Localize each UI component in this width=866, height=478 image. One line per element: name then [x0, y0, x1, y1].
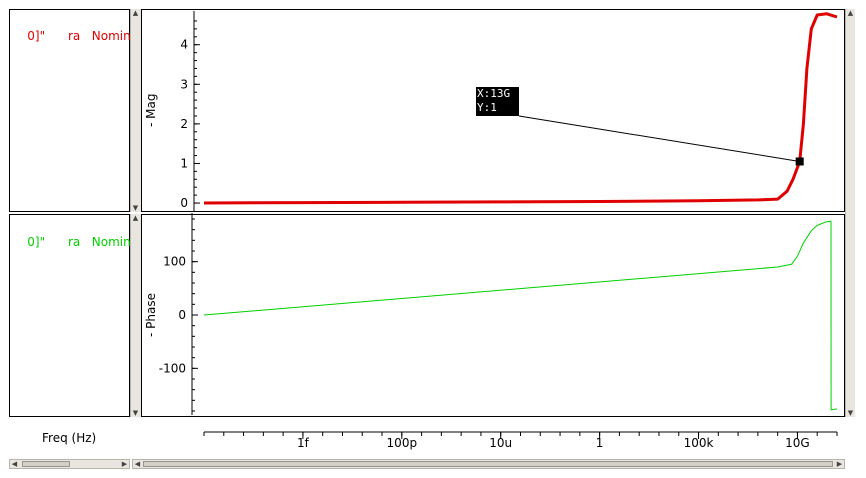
scroll-left-icon[interactable]: ◀	[134, 460, 141, 468]
plot-panel-phase[interactable]	[141, 214, 845, 417]
y-tick-label: 3	[180, 77, 188, 91]
y-tick-label: -100	[159, 361, 186, 375]
scroll-right-icon[interactable]: ▶	[836, 460, 843, 468]
legend-scrollbar-mag[interactable]: ▲ ▼	[130, 9, 141, 212]
legend-entry-phase[interactable]: 0]" ra Nominal	[12, 221, 141, 263]
scroll-thumb[interactable]	[22, 461, 70, 467]
scroll-up-icon[interactable]: ▲	[132, 9, 139, 17]
legend-panel-mag: 0]" ra Nominal	[9, 9, 141, 212]
legend-panel-phase: 0]" ra Nominal	[9, 214, 141, 417]
legend-id: 0]"	[27, 235, 46, 249]
legend-scrollbar-phase[interactable]: ▲ ▼	[130, 214, 141, 417]
scroll-thumb[interactable]	[143, 461, 833, 467]
x-tick-label: 1f	[297, 436, 310, 450]
legend-entry-mag[interactable]: 0]" ra Nominal	[12, 15, 141, 57]
y-tick-label: 4	[180, 38, 188, 52]
y-tick-label: 0	[178, 308, 186, 322]
x-tick-label: 1	[596, 436, 604, 450]
legend-name: ra	[68, 235, 81, 249]
scroll-up-icon[interactable]: ▲	[132, 214, 139, 222]
marker-connector	[518, 115, 800, 162]
marker-y-text: Y:1	[477, 101, 497, 114]
plot-hscrollbar[interactable]: ◀ ▶	[132, 459, 845, 469]
scroll-left-icon[interactable]: ◀	[11, 460, 18, 468]
x-tick-label: 10G	[785, 436, 810, 450]
x-axis-label: Freq (Hz)	[42, 431, 97, 445]
y-tick-label: 100	[163, 255, 186, 269]
scroll-down-icon[interactable]: ▼	[847, 409, 854, 417]
plot-scrollbar-right[interactable]: ▲ ▼	[845, 9, 855, 417]
x-tick-label: 100k	[684, 436, 714, 450]
scroll-up-icon[interactable]: ▲	[847, 9, 854, 17]
x-tick-label: 100p	[387, 436, 418, 450]
legend-corner: Nominal	[91, 29, 142, 43]
marker-point	[795, 157, 804, 166]
scroll-down-icon[interactable]: ▼	[132, 204, 139, 212]
marker-tooltip[interactable]: X:13G Y:1	[476, 87, 519, 116]
marker-x-text: X:13G	[477, 87, 511, 100]
y-tick-label: 1	[180, 156, 188, 170]
y-tick-label: 2	[180, 117, 188, 131]
scroll-down-icon[interactable]: ▼	[132, 409, 139, 417]
y-tick-label: 0	[180, 196, 188, 210]
series-line-phase	[203, 220, 838, 411]
legend-name: ra	[68, 29, 81, 43]
legend-hscrollbar[interactable]: ◀ ▶	[9, 459, 130, 469]
x-tick-label: 10u	[489, 436, 512, 450]
scroll-right-icon[interactable]: ▶	[121, 460, 128, 468]
legend-corner: Nominal	[91, 235, 142, 249]
series-line-magnitude	[203, 12, 838, 205]
legend-id: 0]"	[27, 29, 46, 43]
